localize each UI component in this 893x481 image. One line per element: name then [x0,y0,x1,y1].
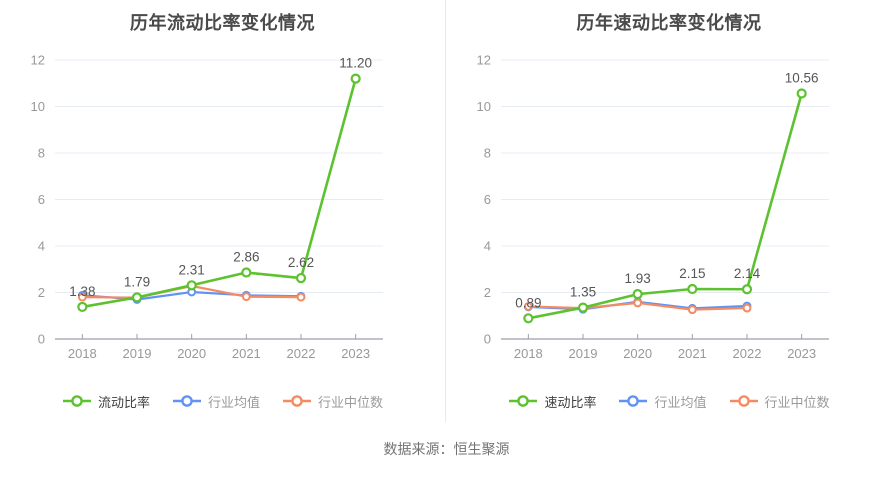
data-point [241,292,251,302]
value-label: 2.15 [679,266,705,281]
y-tick-label: 0 [38,332,45,347]
value-label: 1.38 [69,284,95,299]
legend-line-marker-icon [62,395,91,407]
data-point [632,289,643,300]
x-tick-label: 2022 [287,346,316,361]
chart-title: 历年流动比率变化情况 [130,13,315,33]
y-tick-label: 10 [31,99,45,114]
legend-line-marker-icon [172,395,201,407]
y-tick-label: 4 [38,239,45,254]
y-tick-label: 8 [38,146,45,161]
legend-line-marker-icon [619,395,648,407]
legend-line-marker-icon [283,395,311,407]
data-point [77,301,88,313]
value-label: 2.86 [233,250,259,265]
chart-legend: 流动比率 行业均值 行业中位数 [0,390,445,412]
value-label: 1.79 [124,274,150,289]
data-point [241,267,252,278]
y-tick-label: 2 [38,285,45,300]
x-tick-label: 2018 [68,346,97,361]
series-line [527,92,803,320]
y-tick-label: 12 [31,53,45,68]
y-tick-label: 2 [484,285,491,300]
data-source-caption: 数据来源：恒生聚源 [383,441,510,457]
x-tick-label: 2021 [232,346,261,361]
legend-label: 行业中位数 [318,394,384,410]
data-point [131,292,143,303]
data-point [687,305,697,315]
chart-title: 历年速动比率变化情况 [576,13,762,33]
data-point [633,298,643,308]
x-tick-label: 2023 [787,346,816,361]
chart-legend: 速动比率 行业均值 行业中位数 [446,390,892,412]
legend-label: 行业中位数 [764,394,830,410]
data-point [741,284,753,295]
y-tick-label: 8 [484,146,491,161]
legend-label: 行业均值 [654,394,707,410]
x-tick-label: 2018 [514,346,543,361]
legend-item-industry-average[interactable]: 行业均值 [618,392,707,411]
legend-item-current-ratio[interactable]: 流动比率 [62,392,150,411]
legend-item-quick-ratio[interactable]: 速动比率 [508,392,596,411]
quick-ratio-chart-panel: 历年速动比率变化情况 0 2 4 6 8 10 12 2018 2019 2020 2021 2022… [446,0,892,422]
current-ratio-line-chart: 0 2 4 6 8 10 12 2018 2019 2020 2021 2022 2023 1.38 1.7… [31,53,383,361]
x-tick-label: 2019 [123,346,152,361]
series-line [81,77,357,309]
x-tick-label: 2022 [733,346,762,361]
legend-line-marker-icon [729,395,758,407]
legend-label: 行业均值 [207,394,260,410]
data-point [295,272,307,284]
value-label: 11.20 [339,56,372,71]
legend-item-industry-median[interactable]: 行业中位数 [282,392,383,411]
data-point [796,88,807,99]
x-tick-label: 2019 [569,346,598,361]
legend-line-marker-icon [509,395,538,407]
value-label: 10.56 [785,70,819,85]
data-point [523,302,533,311]
y-tick-label: 0 [484,332,491,347]
y-tick-label: 12 [477,53,491,68]
y-tick-label: 10 [477,99,491,114]
data-point [350,73,361,84]
data-point [687,283,698,295]
value-label: 0.89 [515,295,541,310]
legend-label: 流动比率 [97,394,150,410]
legend-item-industry-average[interactable]: 行业均值 [172,392,260,411]
x-tick-label: 2023 [341,346,370,361]
value-label: 2.31 [179,262,205,277]
current-ratio-chart-panel: 历年流动比率变化情况 0 2 4 6 8 10 12 2018 2019 2020 2021 2022… [0,0,446,422]
chart-panels-row: 历年流动比率变化情况 0 2 4 6 8 10 12 2018 2019 2020 2021 2022… [0,0,892,422]
value-label: 1.93 [625,271,651,286]
value-label: 2.62 [288,255,314,270]
value-label: 2.14 [734,266,761,281]
x-tick-label: 2020 [623,346,652,361]
data-point [523,313,534,324]
data-point [742,303,752,313]
y-tick-label: 6 [484,192,491,207]
data-point [77,292,87,302]
y-tick-label: 4 [484,239,491,254]
data-point [186,280,197,291]
x-tick-label: 2021 [678,346,707,361]
y-tick-label: 6 [38,192,45,207]
quick-ratio-line-chart: 0 2 4 6 8 10 12 2018 2019 2020 2021 2022 2023 0.89 1.3… [477,53,829,361]
value-label: 1.35 [570,285,596,300]
legend-item-industry-median[interactable]: 行业中位数 [729,392,830,411]
x-tick-label: 2020 [177,346,206,361]
data-point [296,292,306,302]
data-point [577,302,589,313]
legend-label: 速动比率 [544,394,597,410]
